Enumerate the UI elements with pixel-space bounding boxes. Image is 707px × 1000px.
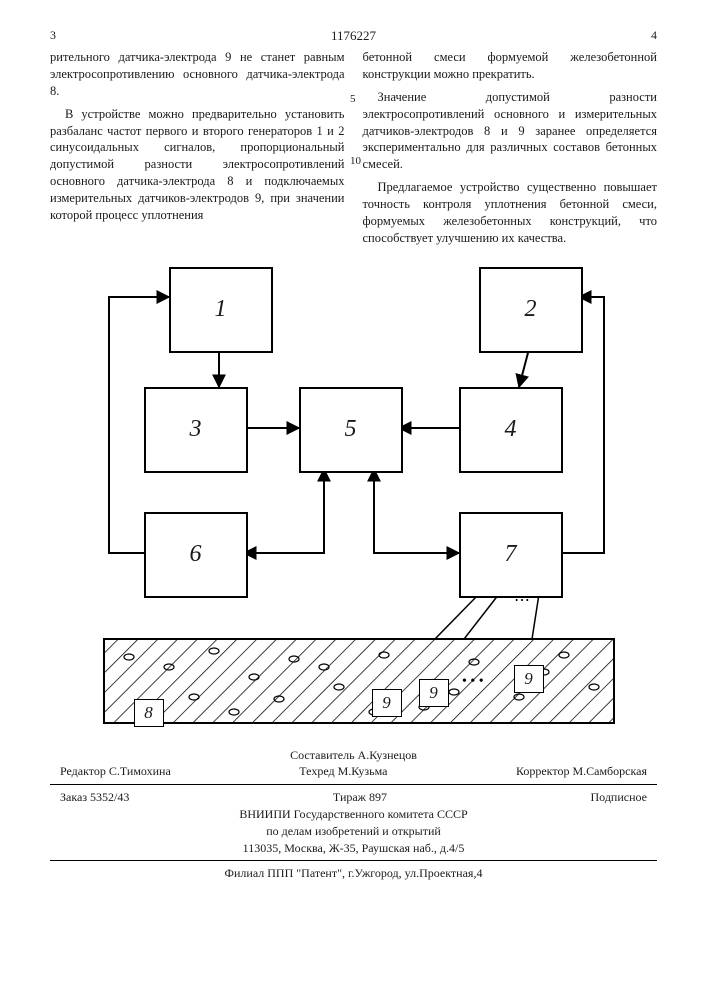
sensor-8: 8 — [134, 699, 164, 727]
left-p2: В устройстве можно предварительно устано… — [50, 106, 345, 224]
node-2: 2 — [479, 267, 583, 353]
edge-5-7 — [374, 469, 459, 553]
compiler-line: Составитель А.Кузнецов — [50, 747, 657, 764]
editor: Редактор С.Тимохина — [60, 763, 171, 780]
node-6: 6 — [144, 512, 248, 598]
credits-row: Редактор С.Тимохина Техред М.Кузьма Корр… — [50, 763, 657, 780]
sensor-9b: 9 — [419, 679, 449, 707]
org2: по делам изобретений и открытий — [50, 823, 657, 840]
edge-5-6 — [244, 469, 324, 553]
page-num-right: 4 — [651, 28, 657, 43]
branch: Филиал ППП "Патент", г.Ужгород, ул.Проек… — [50, 865, 657, 882]
footer-hr1 — [50, 784, 657, 785]
addr1: 113035, Москва, Ж-35, Раушская наб., д.4… — [50, 840, 657, 857]
left-column: рительного датчика-электрода 9 не станет… — [50, 49, 345, 253]
footer-hr2 — [50, 860, 657, 861]
right-column: бетонной смеси формуемой железобетонной … — [363, 49, 658, 253]
org1: ВНИИПИ Государственного комитета СССР — [50, 806, 657, 823]
node-3: 3 — [144, 387, 248, 473]
ellipsis-sensors: • • • — [462, 674, 484, 689]
node-5: 5 — [299, 387, 403, 473]
corrector: Корректор М.Самборская — [516, 763, 647, 780]
right-p2: Значение допустимой разности электросопр… — [363, 89, 658, 173]
order: Заказ 5352/43 — [60, 789, 129, 806]
techred: Техред М.Кузьма — [299, 763, 387, 780]
sign: Подписное — [591, 789, 648, 806]
colophon: Составитель А.Кузнецов Редактор С.Тимохи… — [50, 747, 657, 883]
sensor-9a: 9 — [372, 689, 402, 717]
left-p1: рительного датчика-электрода 9 не станет… — [50, 49, 345, 100]
margin-num-5: 5 — [350, 93, 356, 105]
block-diagram: ⋯ • • • 1 2 3 5 — [74, 267, 634, 737]
right-p3: Предлагаемое устройство существенно повы… — [363, 179, 658, 247]
page-num-left: 3 — [50, 28, 56, 43]
edge-2-4 — [519, 349, 529, 387]
right-p1: бетонной смеси формуемой железобетонной … — [363, 49, 658, 83]
tirazh: Тираж 897 — [333, 789, 387, 806]
margin-num-10: 10 — [350, 155, 361, 167]
node-7: 7 — [459, 512, 563, 598]
sensor-9c: 9 — [514, 665, 544, 693]
text-columns: рительного датчика-электрода 9 не станет… — [50, 49, 657, 253]
print-row: Заказ 5352/43 Тираж 897 Подписное — [50, 789, 657, 806]
node-4: 4 — [459, 387, 563, 473]
doc-number: 1176227 — [331, 28, 376, 44]
node-1: 1 — [169, 267, 273, 353]
